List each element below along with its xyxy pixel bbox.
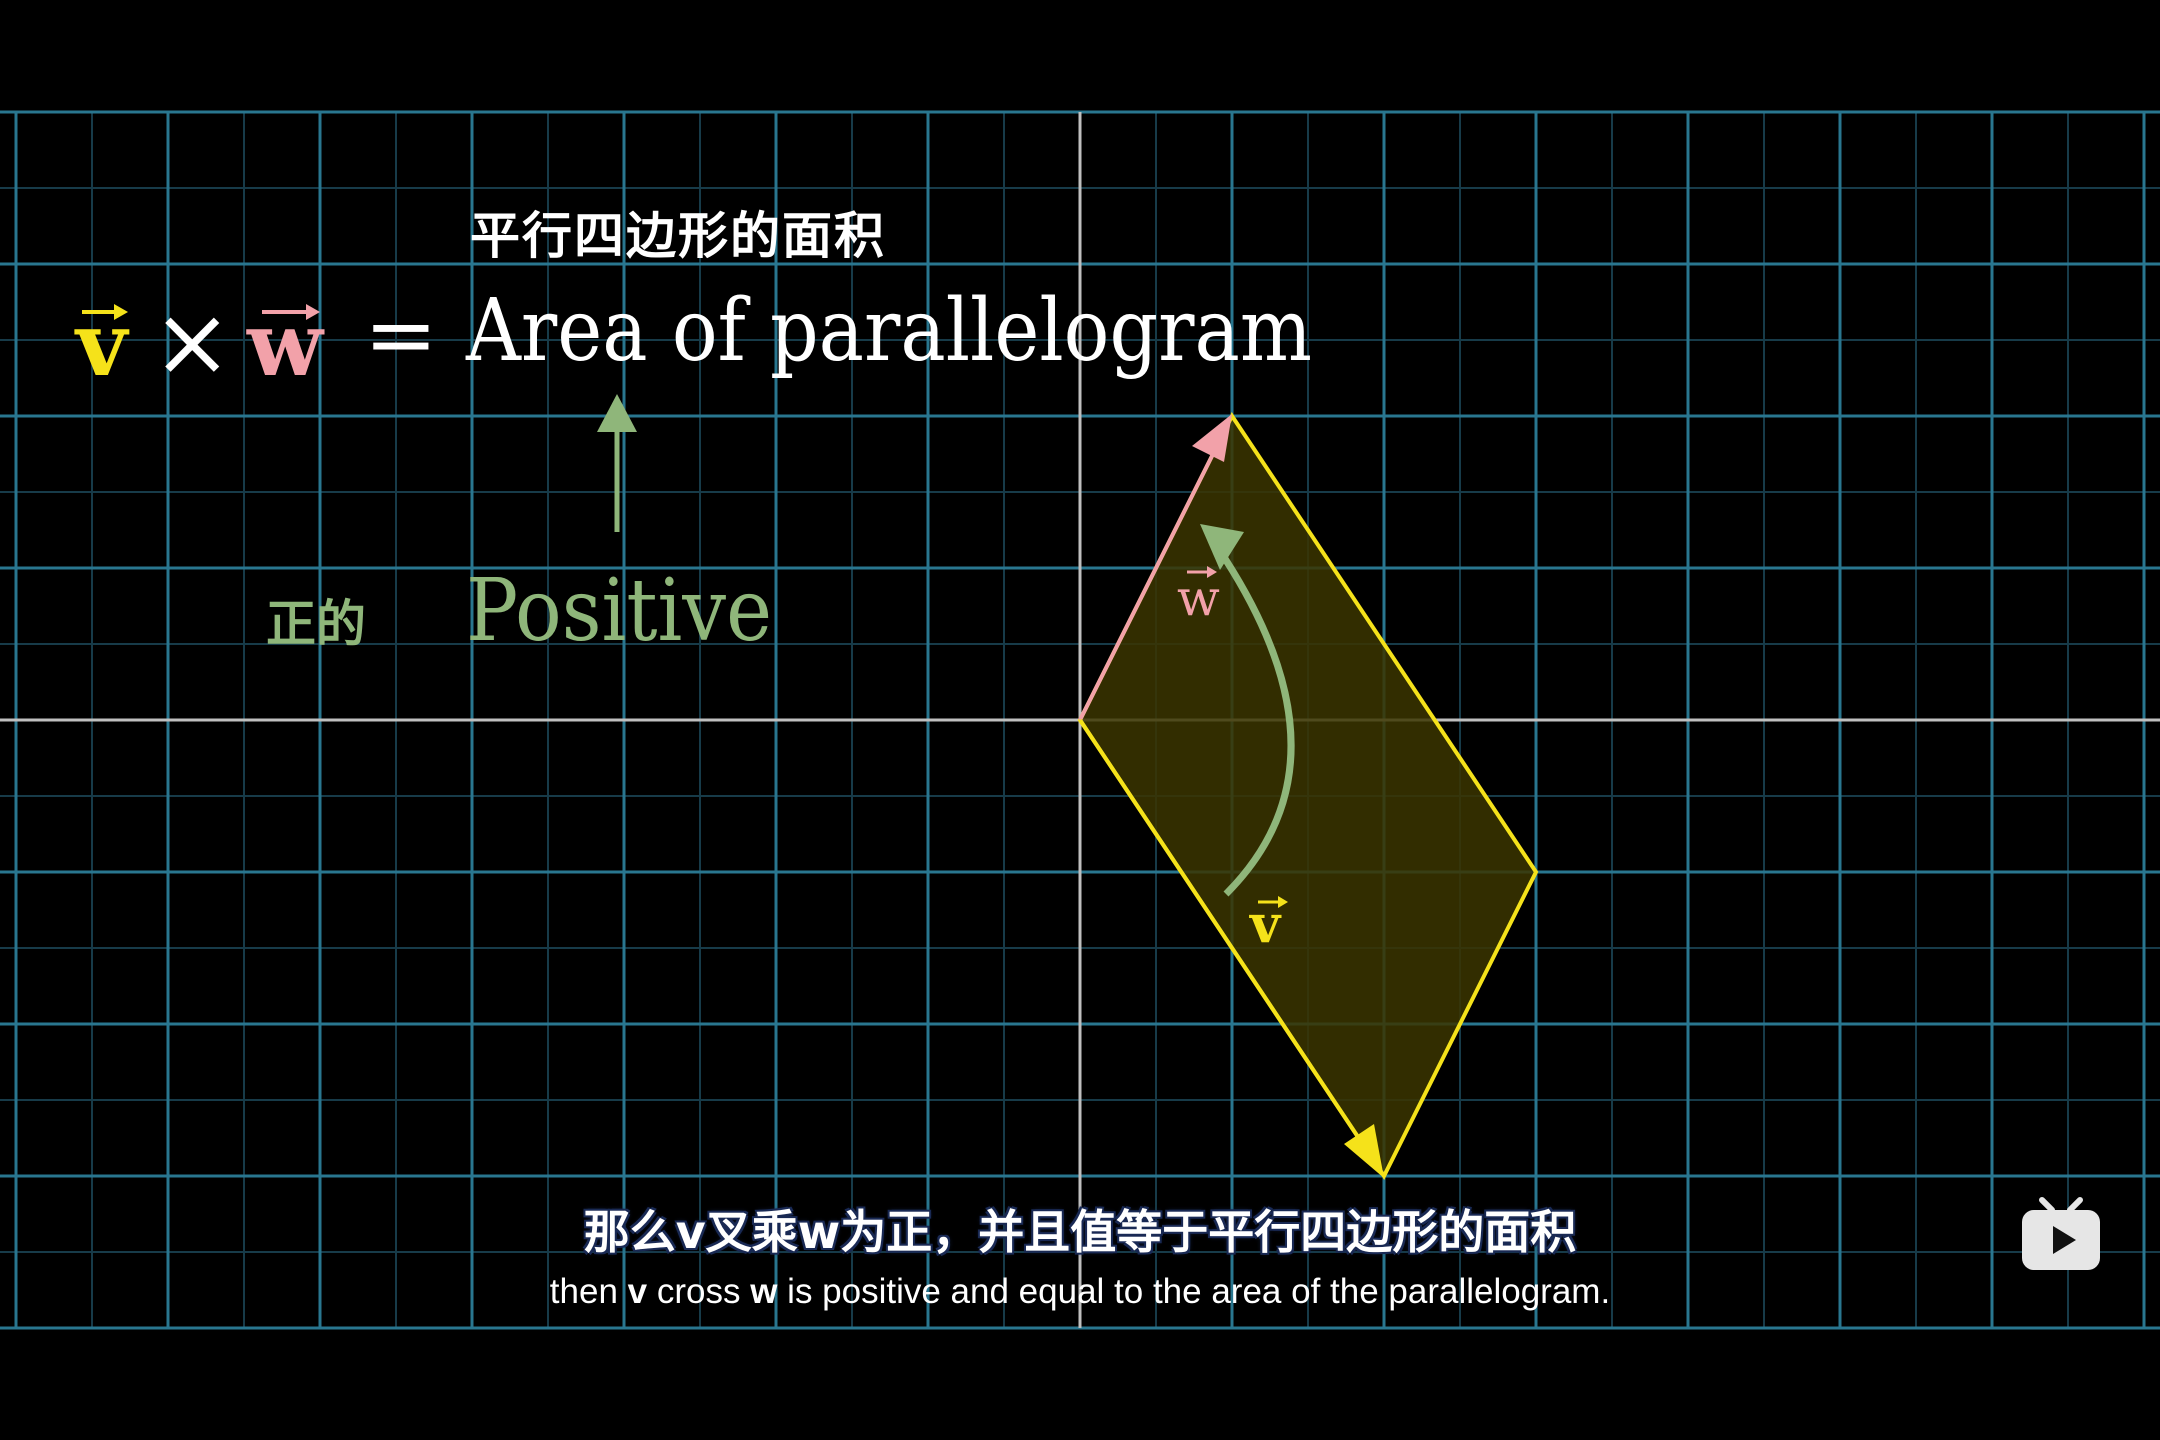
positive-translation-label: 正的 (266, 595, 366, 653)
positive-label: Positive (466, 561, 772, 661)
vector-v-line (1078, 718, 1374, 1160)
subtitle-english-v: v (627, 1272, 648, 1311)
vector-v-label: v (1249, 894, 1288, 955)
rotation-arc-arrowhead (1200, 524, 1244, 570)
formula-rhs-text: Area of parallelogram (465, 281, 1312, 381)
area-translation-label: 平行四边形的面积 (470, 207, 886, 265)
subtitle-chinese: 那么v叉乘w为正，并且值等于平行四边形的面积 (583, 1205, 1577, 1259)
svg-text:w: w (1177, 569, 1220, 627)
positive-arrow-head (597, 394, 637, 432)
subtitle-english-part: is positive and equal to the area of the… (777, 1272, 1611, 1311)
tv-play-icon[interactable] (2020, 1196, 2102, 1272)
vector-v-arrowhead (1344, 1124, 1384, 1178)
formula-v-symbol: v (74, 292, 130, 396)
vector-w-arrowhead (1192, 414, 1232, 462)
vector-w-line (1078, 435, 1224, 721)
cross-product-formula: v × w = Area of parallelogram (74, 281, 1312, 398)
formula-times-symbol: × (152, 286, 232, 398)
vector-w-label: w (1177, 566, 1220, 627)
formula-w-symbol: w (246, 292, 325, 396)
svg-text:v: v (74, 292, 130, 396)
subtitle-english-part: cross (647, 1272, 751, 1311)
formula-equals-symbol: = (364, 283, 438, 386)
subtitle-english: then v cross w is positive and equal to … (0, 1272, 2160, 1312)
rotation-arc (1215, 546, 1295, 897)
subtitle-english-w: w (750, 1272, 778, 1311)
svg-text:v: v (1249, 894, 1282, 955)
svg-text:w: w (246, 292, 325, 396)
subtitle-english-part: then (549, 1272, 628, 1311)
